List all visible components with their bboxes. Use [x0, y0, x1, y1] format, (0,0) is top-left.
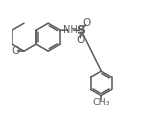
- Text: S: S: [76, 24, 85, 37]
- Text: NH: NH: [63, 25, 78, 35]
- Text: CH₃: CH₃: [92, 98, 110, 107]
- Text: O: O: [11, 46, 19, 56]
- Text: O: O: [76, 35, 85, 45]
- Text: O: O: [83, 18, 91, 28]
